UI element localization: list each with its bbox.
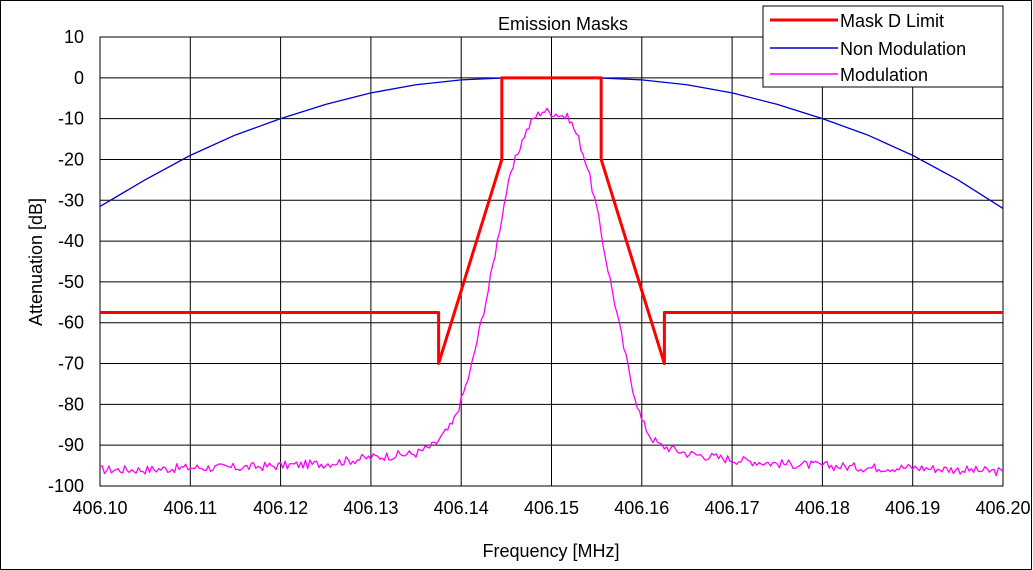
y-tick-label: -30 bbox=[58, 190, 84, 210]
x-tick-labels: 406.10 406.11 406.12 406.13 406.14 406.15 406.… bbox=[72, 498, 1030, 518]
legend: Mask D Limit Non Modulation Modulation bbox=[762, 5, 1004, 88]
legend-label-non-modulation: Non Modulation bbox=[840, 39, 966, 59]
x-tick-label: 406.11 bbox=[163, 498, 217, 518]
series-lines bbox=[99, 76, 1004, 477]
x-tick-label: 406.15 bbox=[524, 498, 579, 518]
x-tick-label: 406.13 bbox=[343, 498, 398, 518]
y-axis-title: Attenuation [dB] bbox=[26, 198, 46, 326]
x-tick-label: 406.12 bbox=[253, 498, 308, 518]
y-tick-label: 0 bbox=[74, 68, 84, 88]
x-tick-label: 406.17 bbox=[705, 498, 760, 518]
y-tick-label: -70 bbox=[58, 354, 84, 374]
y-tick-label: -80 bbox=[58, 394, 84, 414]
x-tick-label: 406.10 bbox=[72, 498, 127, 518]
y-tick-label: -100 bbox=[48, 476, 84, 496]
y-tick-label: 10 bbox=[64, 27, 84, 47]
x-tick-label: 406.19 bbox=[885, 498, 940, 518]
x-tick-label: 406.14 bbox=[434, 498, 489, 518]
y-tick-label: -90 bbox=[58, 435, 84, 455]
chart-title: Emission Masks bbox=[498, 14, 628, 34]
series-modulation bbox=[99, 107, 1004, 477]
series-mask-d-limit bbox=[100, 76, 1003, 366]
y-tick-label: -50 bbox=[58, 272, 84, 292]
y-tick-label: -40 bbox=[58, 231, 84, 251]
x-tick-label: 406.20 bbox=[975, 498, 1030, 518]
legend-label-modulation: Modulation bbox=[840, 65, 928, 85]
x-axis-title: Frequency [MHz] bbox=[482, 541, 619, 561]
legend-label-mask-d-limit: Mask D Limit bbox=[840, 11, 944, 31]
gridlines bbox=[99, 36, 1004, 487]
x-tick-label: 406.16 bbox=[614, 498, 669, 518]
y-tick-labels: 10 0 -10 -20 -30 -40 -50 -60 -70 -80 -90 -100 bbox=[48, 27, 84, 496]
y-tick-label: -60 bbox=[58, 313, 84, 333]
y-tick-label: -20 bbox=[58, 149, 84, 169]
y-tick-label: -10 bbox=[58, 109, 84, 129]
x-tick-label: 406.18 bbox=[795, 498, 850, 518]
